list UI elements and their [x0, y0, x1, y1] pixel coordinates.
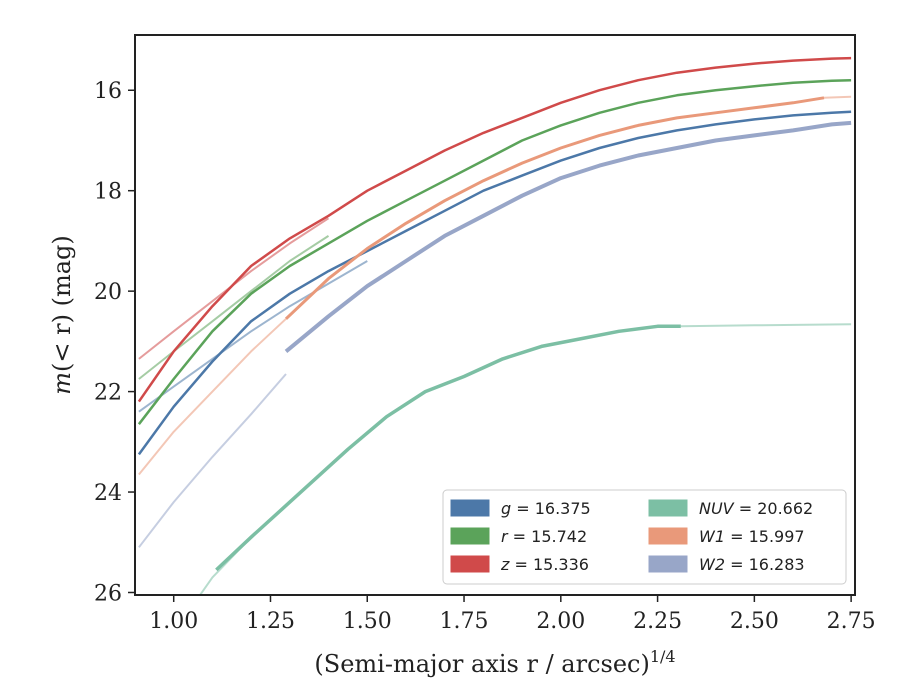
legend-swatch: [450, 499, 490, 517]
x-tick-label: 1.00: [149, 609, 198, 634]
series-line-0-segment-0: [137, 110, 852, 456]
x-axis-label-exponent: 1/4: [650, 647, 676, 666]
x-tick-label: 2.00: [536, 609, 585, 634]
y-tick-label: 24: [94, 481, 122, 506]
legend-swatch: [648, 499, 688, 517]
legend-entries: g = 16.375 r = 15.742 z = 15.336 NUV = 20.6…: [450, 499, 813, 574]
series-line-4-segment-0: [138, 318, 287, 476]
series-line-3-segment-2: [680, 323, 852, 328]
legend-swatch: [450, 527, 490, 545]
x-tick-label: 1.50: [343, 609, 392, 634]
y-tick-label: 26: [94, 581, 122, 606]
legend: g = 16.375 r = 15.742 z = 15.336 NUV = 20.6…: [442, 489, 847, 585]
y-tick-label: 22: [94, 381, 122, 406]
x-tick-label: 2.75: [827, 609, 876, 634]
series-line-1-segment-1: [138, 235, 330, 380]
legend-label: W1 = 15.997: [699, 527, 805, 546]
legend-swatch: [648, 527, 688, 545]
series-line-5-segment-1: [284, 120, 852, 353]
legend-label: r = 15.742: [501, 527, 587, 546]
legend-swatch: [450, 555, 490, 573]
plot-frame: [134, 34, 856, 596]
series-layer: [137, 56, 852, 595]
series-line-2-segment-0: [137, 56, 852, 403]
ticks-layer: 1.00 1.25 1.50 1.75 2.00 2.25 2.50 2.75 16 18 20 22…: [94, 79, 876, 634]
series-line-3-segment-1: [215, 324, 681, 572]
legend-frame: [442, 489, 847, 585]
series-line-0-segment-1: [138, 260, 368, 413]
legend-label: z = 15.336: [500, 555, 589, 574]
legend-label: g = 16.375: [501, 499, 591, 518]
series-line-1-segment-0: [137, 78, 852, 425]
x-tick-label: 2.25: [633, 609, 682, 634]
series-line-4-segment-2: [823, 95, 852, 99]
x-tick-label: 1.75: [440, 609, 489, 634]
legend-label: W2 = 16.283: [699, 555, 805, 574]
y-tick-label: 20: [94, 280, 122, 305]
series-line-2-segment-1: [138, 217, 330, 360]
x-tick-label: 1.25: [246, 609, 295, 634]
legend-label: NUV = 20.662: [699, 499, 813, 518]
y-tick-label: 16: [94, 79, 122, 104]
y-axis-label: m(< r) (mag): [48, 235, 76, 395]
x-axis-label: (Semi-major axis r / arcsec)1/4: [314, 647, 675, 678]
series-line-4-segment-1: [284, 96, 825, 320]
legend-swatch: [648, 555, 688, 573]
series-line-5-segment-0: [138, 373, 287, 548]
y-tick-label: 18: [94, 180, 122, 205]
x-tick-label: 2.50: [730, 609, 779, 634]
